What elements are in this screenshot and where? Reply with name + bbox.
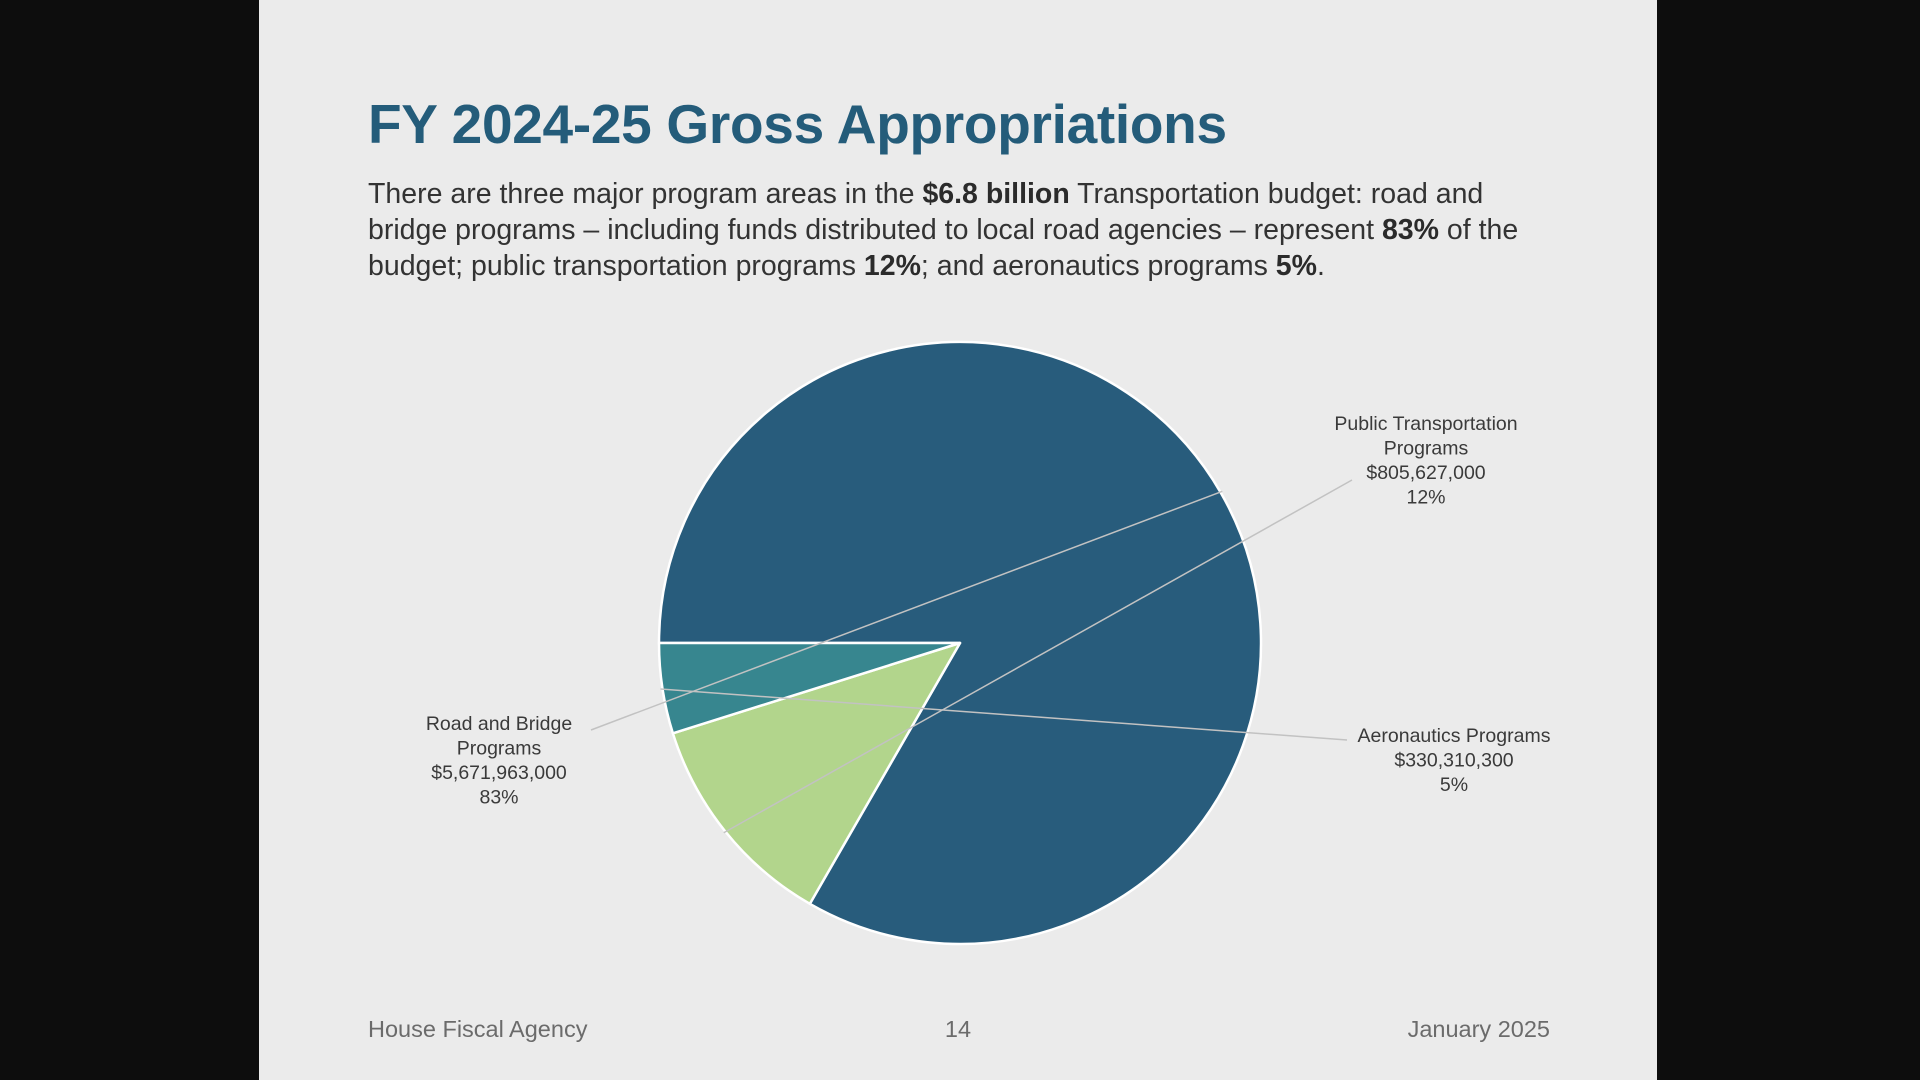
body-text-4: ; and aeronautics programs	[920, 250, 1276, 282]
body-text-1: There are three major program areas in t…	[368, 178, 923, 210]
body-bold-total: $6.8 billion	[922, 178, 1070, 210]
body-text-2: Transportation budget: road and bridge p…	[368, 178, 1484, 246]
body-bold-road-pct: 83%	[1381, 214, 1439, 246]
leader-line-road-and-bridge	[590, 490, 1223, 731]
slice-label-line: 12%	[1406, 487, 1445, 509]
slice-label-line: Aeronautics Programs	[1358, 725, 1551, 747]
leader-line-public-transportation	[723, 479, 1353, 834]
slice-label-line: 83%	[479, 787, 518, 809]
body-bold-aero-pct: 5%	[1275, 250, 1317, 282]
slice-label-road-and-bridge: Road and Bridge Programs $5,671,963,000 83%	[426, 713, 572, 809]
pie-chart: Road and Bridge Programs $5,671,963,000 83%…	[426, 340, 1551, 946]
slice-label-line: 5%	[1440, 774, 1468, 796]
slice-label-public-transportation: Public Transportation Programs $805,627,00…	[1334, 413, 1517, 509]
slide: FY 2024-25 Gross Appropriations There ar…	[259, 0, 1657, 1080]
leader-lines	[590, 479, 1353, 834]
pie-slices	[657, 340, 1263, 946]
footer-page-number: 14	[944, 1016, 972, 1042]
slice-label-line: $5,671,963,000	[431, 762, 567, 784]
body-text-3: of the budget; public transportation pro…	[368, 214, 1519, 282]
slice-label-line: Programs	[1384, 438, 1469, 460]
slide-title: FY 2024-25 Gross Appropriations	[368, 93, 1227, 155]
slice-label-line: $805,627,000	[1366, 462, 1485, 484]
slide-description: There are three major program areas in t…	[368, 176, 1568, 284]
slice-label-aeronautics: Aeronautics Programs $330,310,300 5%	[1358, 725, 1551, 796]
footer-source: House Fiscal Agency	[368, 1016, 588, 1042]
body-bold-transit-pct: 12%	[863, 250, 921, 282]
slice-labels: Road and Bridge Programs $5,671,963,000 83%…	[426, 413, 1551, 809]
footer-date: January 2025	[1407, 1016, 1550, 1042]
leader-line-aeronautics	[660, 688, 1348, 741]
slice-label-line: Road and Bridge	[426, 713, 572, 735]
body-text-5: .	[1316, 250, 1325, 282]
slice-label-line: Programs	[457, 738, 542, 760]
slice-label-line: Public Transportation	[1334, 413, 1517, 435]
slice-label-line: $330,310,300	[1394, 750, 1513, 772]
